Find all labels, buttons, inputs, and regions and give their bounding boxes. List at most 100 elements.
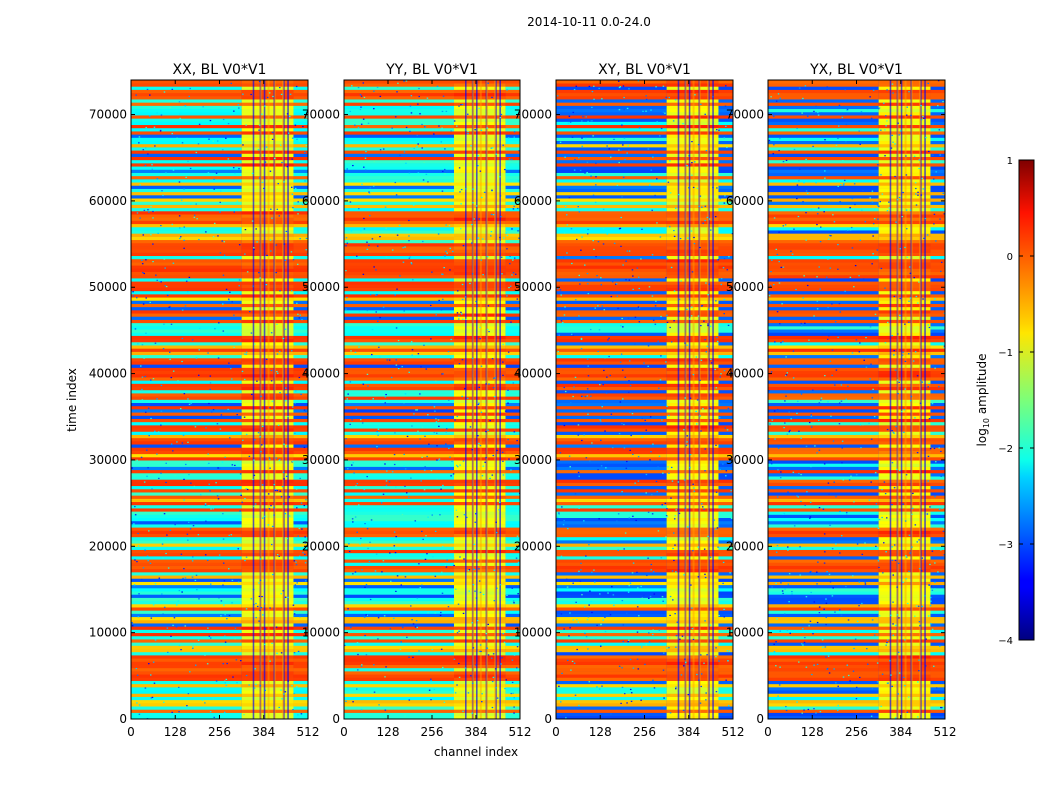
noise-speck [227, 298, 230, 300]
row-left [556, 530, 667, 534]
noise-speck [452, 557, 455, 559]
row-left [131, 418, 242, 423]
noise-speck [226, 618, 228, 620]
row-right [505, 540, 520, 544]
row-right [718, 568, 733, 573]
noise-speck [217, 498, 220, 500]
row-middle [878, 233, 931, 237]
noise-speck [619, 401, 622, 403]
row-left [556, 444, 667, 448]
noise-speck [597, 305, 599, 307]
row-left [768, 364, 879, 368]
row-right [505, 696, 520, 701]
row-right [718, 651, 733, 656]
row-right [293, 520, 308, 525]
noise-speck [803, 709, 805, 711]
noise-speck [637, 587, 639, 589]
row-left [131, 294, 242, 298]
noise-speck [644, 663, 646, 665]
noise-speck [812, 389, 814, 391]
row-right [718, 508, 733, 512]
row-middle [878, 131, 931, 135]
noise-speck [693, 487, 695, 489]
row-left [131, 674, 242, 678]
noise-speck [647, 557, 649, 559]
row-left [768, 402, 879, 407]
noise-speck [872, 388, 874, 390]
noise-speck [844, 89, 847, 91]
noise-speck [305, 499, 307, 501]
row-right [505, 188, 520, 193]
noise-speck [395, 486, 397, 488]
noise-speck [694, 161, 696, 163]
noise-speck [220, 615, 222, 617]
row-right [718, 300, 733, 304]
row-right [930, 220, 945, 225]
row-left [768, 552, 879, 557]
row-right [930, 616, 945, 621]
noise-speck [595, 162, 597, 164]
noise-speck [154, 430, 156, 432]
row-middle [241, 578, 294, 582]
noise-speck [810, 209, 813, 211]
noise-speck [715, 691, 718, 693]
noise-speck [619, 361, 622, 363]
noise-speck [715, 130, 717, 132]
noise-speck [366, 373, 369, 375]
noise-speck [620, 149, 622, 152]
row-middle [454, 370, 506, 375]
noise-speck [511, 681, 514, 684]
noise-speck [506, 295, 508, 297]
noise-speck [855, 686, 858, 688]
row-right [505, 127, 520, 132]
panel-yx: YX, BL V0*V10 128 256 384 512010000200003000… [726, 62, 957, 739]
noise-speck [478, 568, 480, 570]
row-left [131, 249, 242, 253]
noise-speck [229, 291, 231, 293]
row-left [131, 204, 242, 209]
row-left [768, 140, 879, 145]
row-left [344, 578, 454, 582]
row-middle [241, 83, 294, 87]
row-left [344, 236, 454, 241]
noise-speck [419, 438, 421, 440]
row-right [718, 121, 733, 126]
row-left [344, 242, 454, 247]
noise-speck [595, 638, 597, 640]
row-left [556, 179, 667, 183]
row-middle [666, 316, 719, 320]
noise-speck [271, 217, 273, 219]
row-middle [666, 195, 719, 199]
row-right [718, 549, 733, 554]
noise-speck [349, 110, 351, 113]
row-middle [241, 143, 294, 148]
noise-speck [170, 443, 173, 445]
noise-speck [267, 524, 270, 526]
noise-speck [810, 465, 812, 468]
noise-speck [665, 515, 668, 517]
row-right [505, 501, 520, 506]
row-middle [666, 172, 719, 177]
noise-speck [496, 697, 499, 699]
noise-speck [257, 432, 260, 434]
noise-speck [843, 183, 845, 185]
row-middle [454, 188, 506, 193]
noise-speck [261, 425, 264, 427]
noise-speck [610, 295, 613, 298]
noise-speck [183, 568, 185, 570]
noise-speck [225, 137, 227, 139]
noise-speck [708, 283, 711, 285]
noise-speck [484, 461, 486, 463]
row-left [768, 367, 879, 372]
row-right [505, 511, 520, 515]
noise-speck [872, 89, 875, 91]
noise-speck [291, 685, 293, 687]
noise-speck [712, 186, 714, 189]
row-left [768, 635, 879, 640]
row-right [718, 469, 733, 474]
row-right [505, 409, 520, 413]
noise-speck [603, 309, 606, 311]
row-right [293, 182, 308, 186]
row-middle [666, 572, 719, 576]
noise-speck [139, 184, 141, 186]
